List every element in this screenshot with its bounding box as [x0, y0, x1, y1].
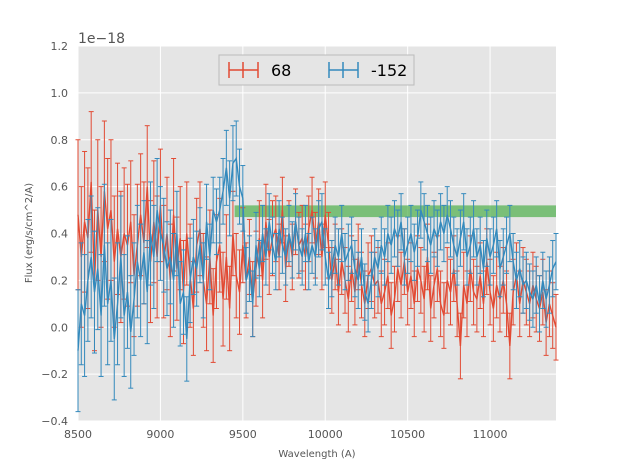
- y-tick-label: −0.2: [41, 368, 68, 381]
- y-tick-labels: −0.4 −0.2 0.0 0.2 0.4 0.6 0.8 1.0 1.2: [41, 40, 68, 428]
- legend-label-m152: -152: [371, 61, 407, 80]
- x-tick-label: 8500: [64, 428, 92, 441]
- x-tick-label: 9000: [146, 428, 174, 441]
- y-axis-label: Flux (erg/s/cm^2/A): [24, 183, 35, 283]
- y-tick-label: 1.2: [51, 40, 69, 53]
- series-line-0: [77, 181, 557, 347]
- series-1: [75, 120, 559, 413]
- y-tick-label: 0.0: [51, 321, 69, 334]
- y-tick-label: 0.4: [51, 228, 69, 241]
- y-tick-label: 0.2: [51, 274, 69, 287]
- series-line-1: [77, 156, 557, 351]
- y-tick-label: 1.0: [51, 87, 69, 100]
- legend-label-68: 68: [271, 61, 291, 80]
- y-tick-label: −0.4: [41, 415, 68, 428]
- x-tick-label: 11000: [473, 428, 508, 441]
- x-axis-label: Wavelength (A): [278, 449, 355, 460]
- x-tick-label: 10500: [390, 428, 425, 441]
- legend: 68 -152: [218, 54, 415, 86]
- legend-marker-68: [228, 62, 259, 78]
- x-tick-labels: 8500 9000 9500 10000 10500 11000: [64, 428, 508, 441]
- y-tick-label: 0.6: [51, 181, 69, 194]
- highlight-band: [234, 205, 556, 218]
- legend-marker-m152: [328, 62, 359, 78]
- x-tick-label: 10000: [308, 428, 343, 441]
- series-layer: [75, 111, 559, 413]
- x-tick-label: 9500: [229, 428, 257, 441]
- y-offset-label: 1e−18: [78, 31, 125, 47]
- y-tick-label: 0.8: [51, 134, 69, 147]
